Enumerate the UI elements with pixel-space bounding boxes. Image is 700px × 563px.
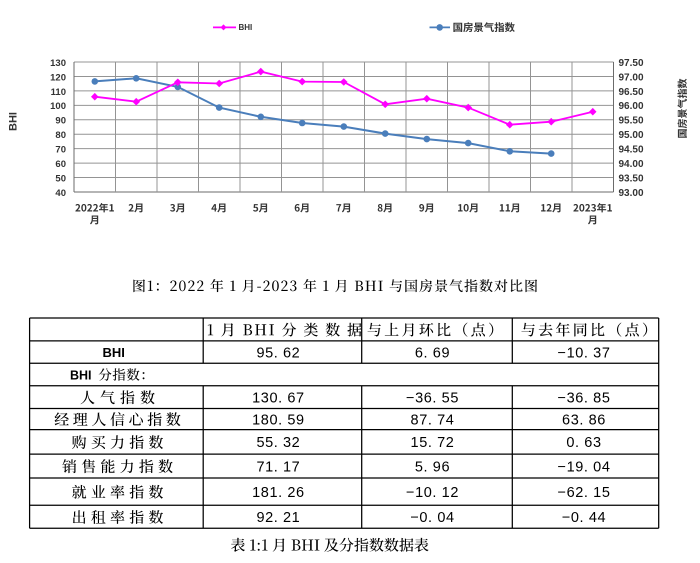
- svg-text:130. 67: 130. 67: [252, 391, 305, 407]
- svg-text:15. 72: 15. 72: [411, 435, 455, 451]
- svg-text:70: 70: [55, 145, 66, 156]
- svg-text:5. 96: 5. 96: [415, 459, 450, 475]
- svg-text:96.00: 96.00: [619, 101, 644, 112]
- svg-text:93.50: 93.50: [619, 174, 644, 185]
- svg-text:180. 59: 180. 59: [252, 412, 305, 428]
- svg-text:87. 74: 87. 74: [411, 412, 455, 428]
- svg-text:100: 100: [50, 101, 66, 112]
- svg-text:80: 80: [55, 130, 66, 141]
- svg-text:−10. 12: −10. 12: [406, 485, 459, 501]
- svg-text:BHI: BHI: [8, 112, 20, 131]
- svg-text:50: 50: [55, 174, 66, 185]
- svg-text:−19. 04: −19. 04: [558, 459, 611, 475]
- svg-text:97.00: 97.00: [619, 72, 644, 83]
- svg-text:−36. 85: −36. 85: [558, 391, 611, 407]
- svg-text:93.00: 93.00: [619, 188, 644, 199]
- svg-text:97.50: 97.50: [619, 58, 644, 69]
- svg-text:90: 90: [55, 116, 66, 127]
- svg-text:−36. 55: −36. 55: [406, 391, 459, 407]
- svg-text:95. 62: 95. 62: [256, 346, 300, 362]
- svg-text:−0. 44: −0. 44: [562, 510, 606, 526]
- svg-text:110: 110: [51, 87, 66, 98]
- svg-text:94.50: 94.50: [619, 145, 644, 156]
- svg-text:BHI: BHI: [239, 23, 253, 32]
- svg-text:60: 60: [55, 159, 66, 170]
- svg-text:120: 120: [50, 72, 66, 83]
- svg-text:181. 26: 181. 26: [252, 485, 305, 501]
- svg-text:63. 86: 63. 86: [562, 412, 606, 428]
- svg-text:95.00: 95.00: [619, 130, 644, 141]
- svg-text:−62. 15: −62. 15: [558, 485, 611, 501]
- svg-text:55. 32: 55. 32: [256, 435, 300, 451]
- svg-text:92. 21: 92. 21: [256, 510, 300, 526]
- svg-text:0. 63: 0. 63: [566, 435, 601, 451]
- svg-text:−0. 04: −0. 04: [410, 510, 454, 526]
- svg-text:6. 69: 6. 69: [415, 346, 450, 362]
- svg-text:BHI: BHI: [70, 368, 92, 382]
- svg-text:94.00: 94.00: [619, 159, 644, 170]
- svg-text:BHI: BHI: [103, 345, 125, 360]
- svg-text:95.50: 95.50: [619, 116, 644, 127]
- svg-text:40: 40: [55, 188, 66, 199]
- svg-text:130: 130: [50, 58, 66, 69]
- svg-text:−10. 37: −10. 37: [558, 346, 611, 362]
- svg-text:71. 17: 71. 17: [256, 459, 300, 475]
- svg-text:96.50: 96.50: [619, 87, 644, 98]
